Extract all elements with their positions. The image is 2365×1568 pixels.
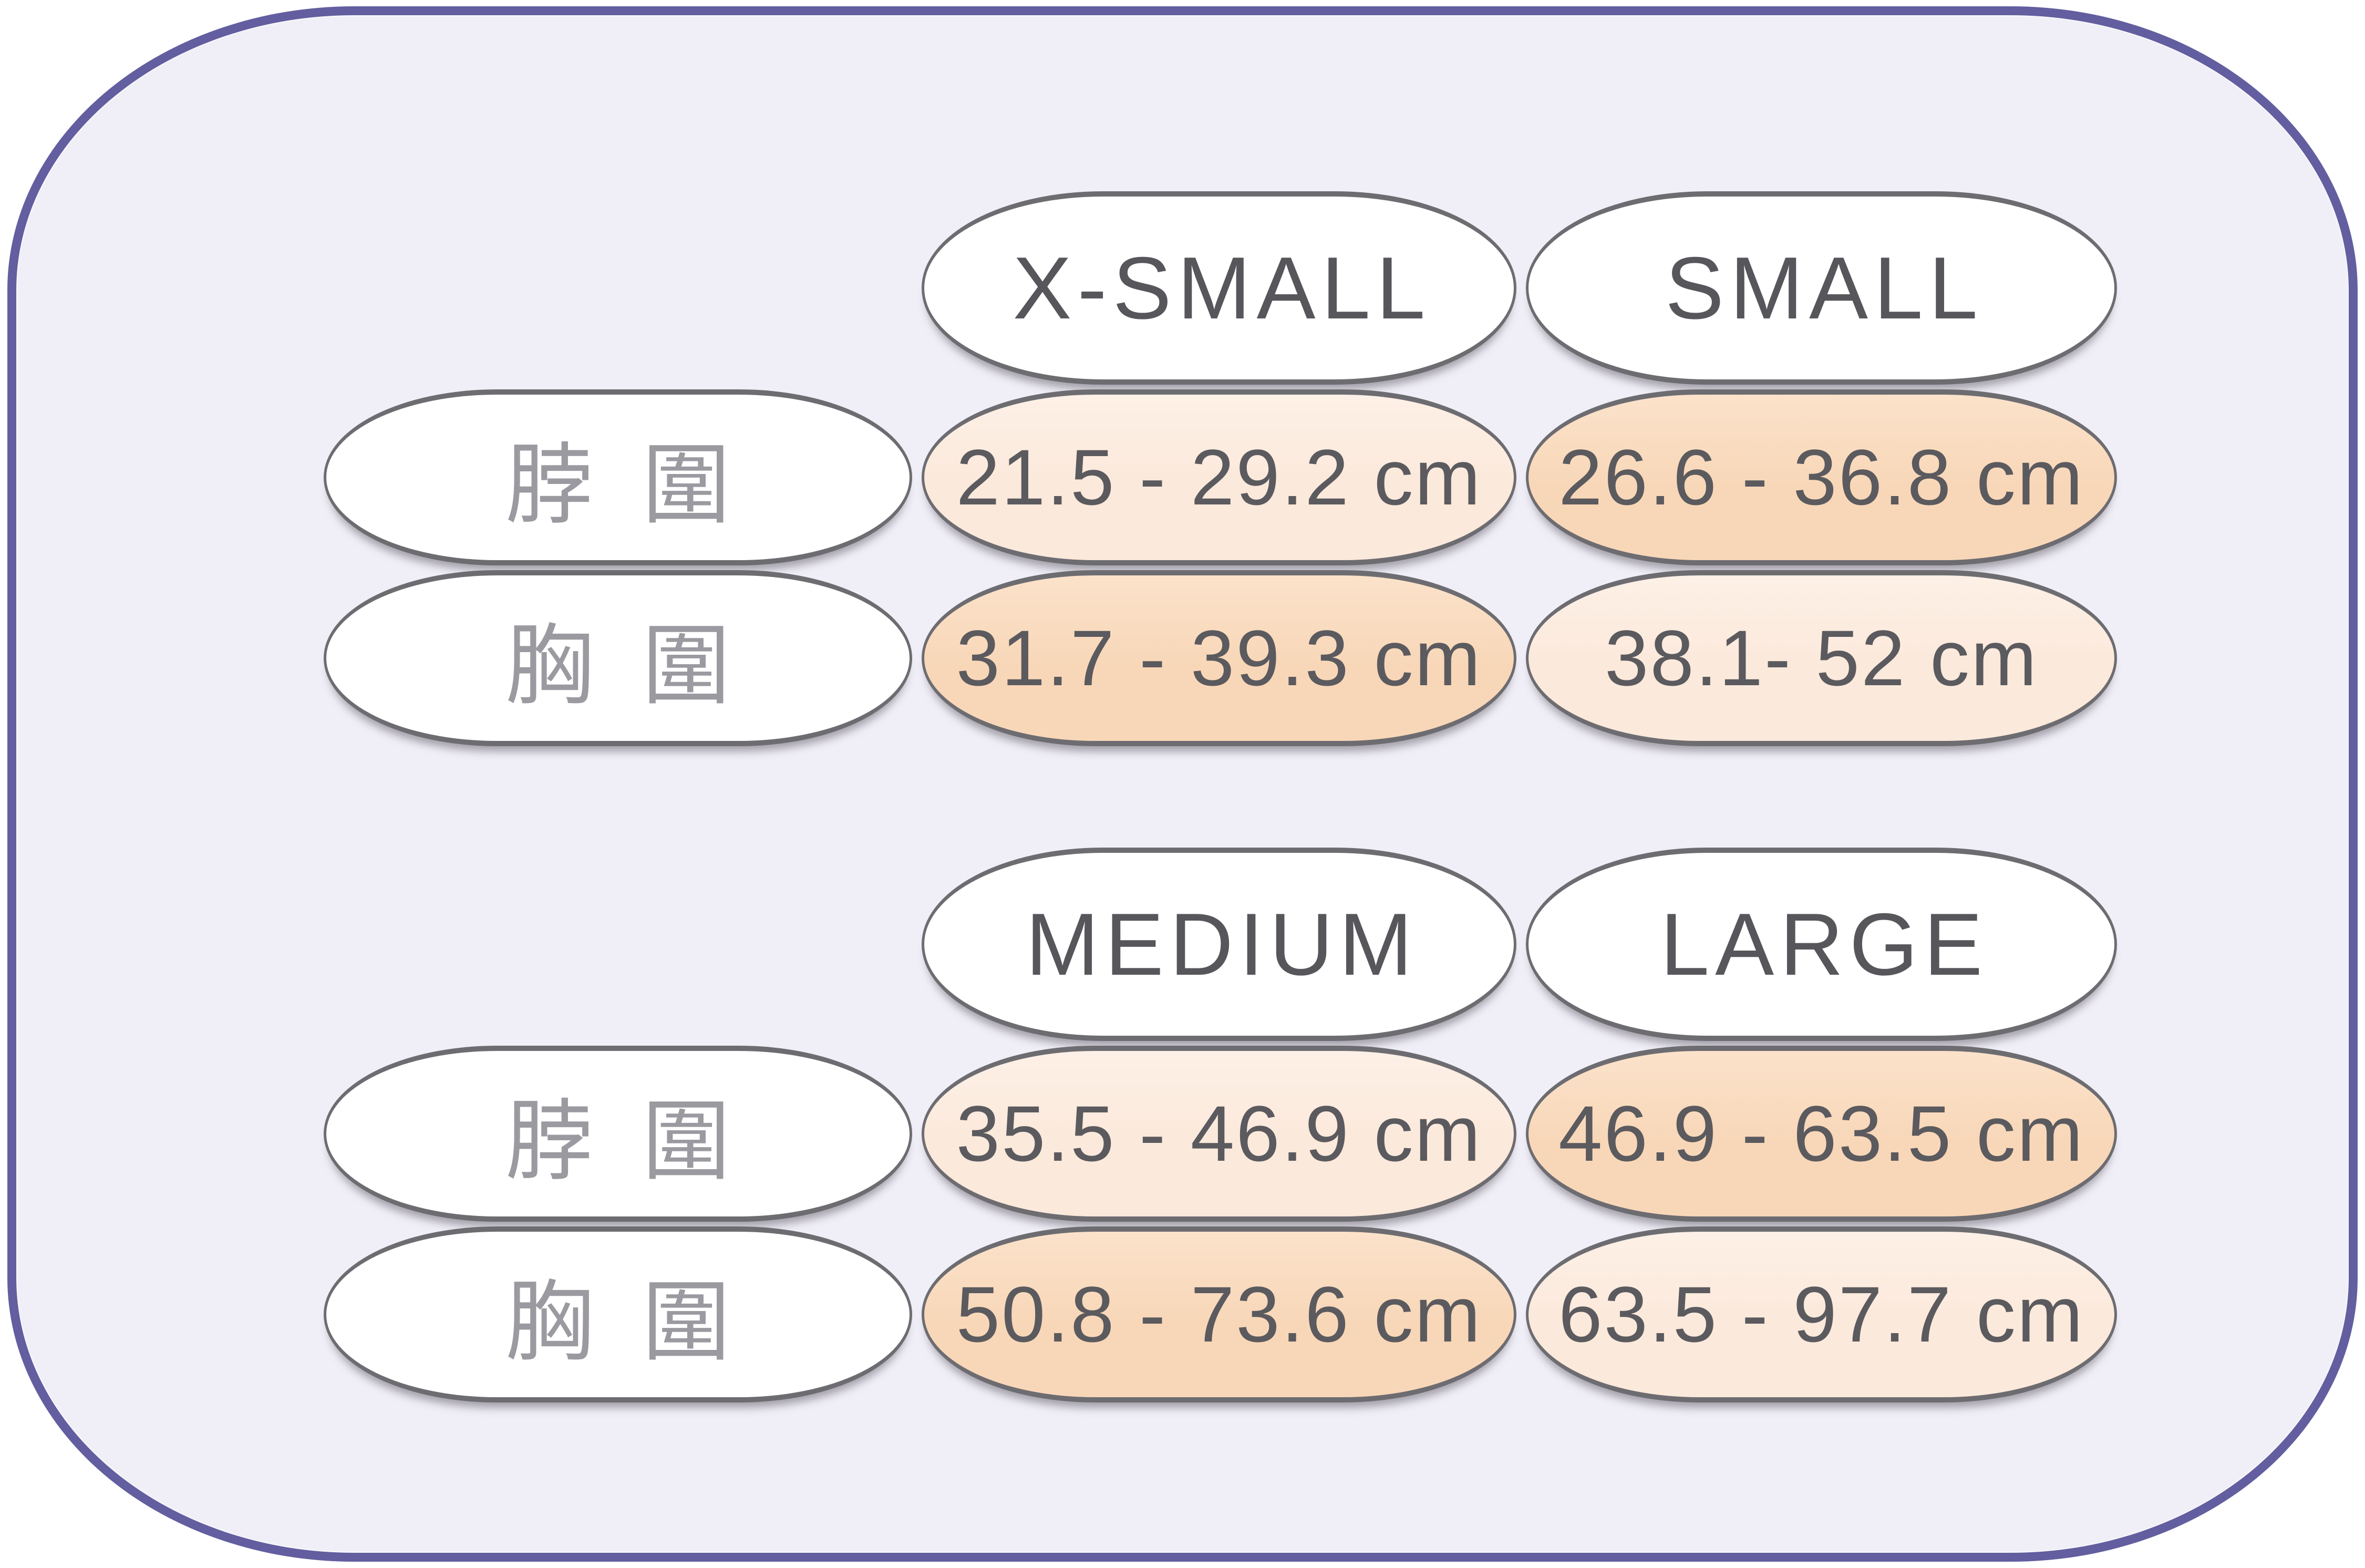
size-header-pill-xsmall: X-SMALL	[922, 191, 1516, 385]
row-label-pill-chest: 胸圍	[324, 1226, 912, 1402]
value-pill-chest-large: 63.5 - 97.7 cm	[1526, 1226, 2117, 1402]
value-pill-neck-small: 26.6 - 36.8 cm	[1526, 389, 2117, 565]
value-pill-chest-medium: 50.8 - 73.6 cm	[922, 1226, 1516, 1402]
size-chart-panel: X-SMALL SMALL 脖圍 21.5 - 29.2 cm 26.6 - 3…	[7, 6, 2358, 1562]
measurement-value: 50.8 - 73.6 cm	[956, 1270, 1482, 1358]
measurement-value: 31.7 - 39.3 cm	[956, 614, 1482, 702]
size-table-bottom: MEDIUM LARGE 脖圍 35.5 - 46.9 cm 46.9 - 63…	[324, 848, 2117, 1402]
measurement-value: 46.9 - 63.5 cm	[1558, 1089, 2084, 1178]
size-header-label: LARGE	[1660, 894, 1989, 994]
measurement-value: 35.5 - 46.9 cm	[956, 1089, 1482, 1178]
size-header-pill-small: SMALL	[1526, 191, 2117, 385]
row-label-pill-neck: 脖圍	[324, 389, 912, 565]
row-label: 脖圍	[505, 436, 779, 534]
measurement-value: 21.5 - 29.2 cm	[956, 433, 1482, 521]
row-label: 脖圍	[505, 1092, 779, 1191]
measurement-value: 26.6 - 36.8 cm	[1558, 433, 2084, 521]
measurement-value: 63.5 - 97.7 cm	[1558, 1270, 2084, 1358]
value-pill-chest-small: 38.1- 52 cm	[1526, 570, 2117, 746]
row-label-pill-neck: 脖圍	[324, 1046, 912, 1222]
measurement-value: 38.1- 52 cm	[1604, 614, 2039, 702]
row-label: 胸圍	[505, 616, 779, 715]
value-pill-chest-xsmall: 31.7 - 39.3 cm	[922, 570, 1516, 746]
size-table-top: X-SMALL SMALL 脖圍 21.5 - 29.2 cm 26.6 - 3…	[324, 191, 2117, 746]
size-header-pill-large: LARGE	[1526, 848, 2117, 1041]
row-label-pill-chest: 胸圍	[324, 570, 912, 746]
size-header-pill-medium: MEDIUM	[922, 848, 1516, 1041]
size-header-label: MEDIUM	[1025, 894, 1419, 994]
value-pill-neck-xsmall: 21.5 - 29.2 cm	[922, 389, 1516, 565]
row-label: 胸圍	[505, 1273, 779, 1371]
value-pill-neck-large: 46.9 - 63.5 cm	[1526, 1046, 2117, 1222]
size-header-label: X-SMALL	[1013, 238, 1431, 337]
size-header-label: SMALL	[1665, 238, 1984, 337]
value-pill-neck-medium: 35.5 - 46.9 cm	[922, 1046, 1516, 1222]
